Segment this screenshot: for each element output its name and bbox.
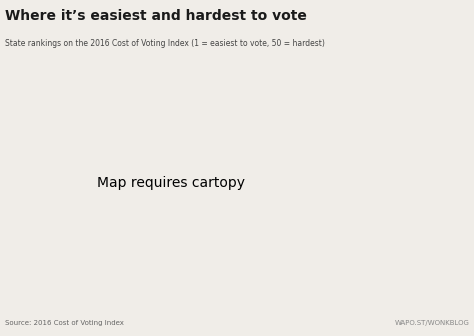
Text: Source: 2016 Cost of Voting Index: Source: 2016 Cost of Voting Index <box>5 320 124 326</box>
Text: Where it’s easiest and hardest to vote: Where it’s easiest and hardest to vote <box>5 9 307 23</box>
Text: State rankings on the 2016 Cost of Voting Index (1 = easiest to vote, 50 = harde: State rankings on the 2016 Cost of Votin… <box>5 39 325 48</box>
Text: WAPO.ST/WONKBLOG: WAPO.ST/WONKBLOG <box>394 320 469 326</box>
Text: Map requires cartopy: Map requires cartopy <box>97 176 245 190</box>
